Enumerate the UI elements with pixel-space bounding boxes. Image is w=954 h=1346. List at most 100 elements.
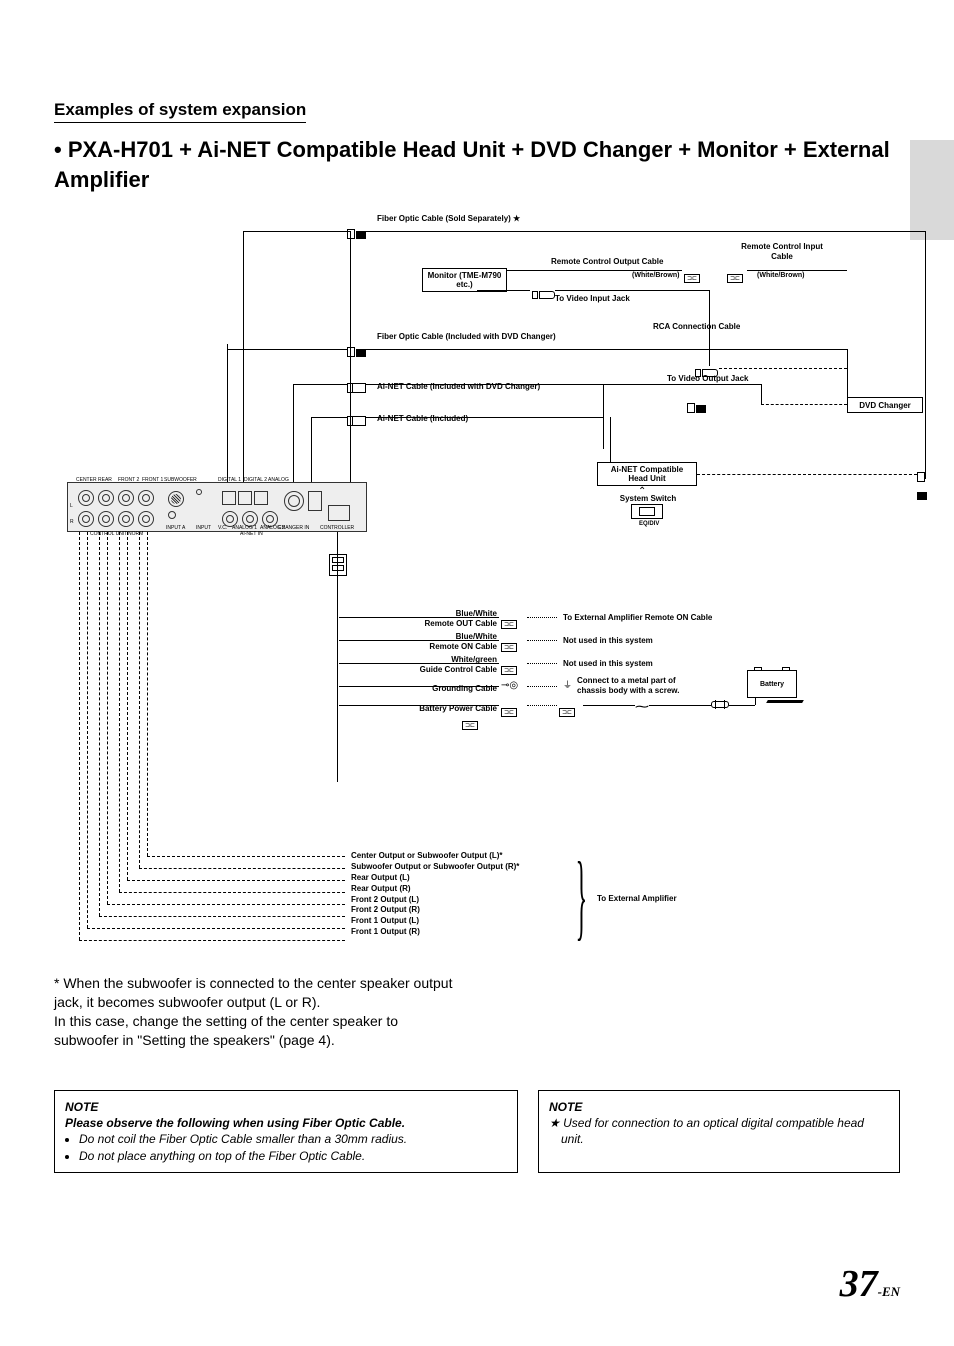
port-label: FRONT 2 (118, 477, 139, 483)
line (649, 705, 711, 706)
port-label: DIGITAL 2 (244, 477, 267, 483)
port-label: ANALOG (268, 477, 289, 483)
note-text: Used for connection to an optical digita… (561, 1116, 864, 1146)
note-header: NOTE (65, 1099, 507, 1115)
line (127, 880, 345, 881)
label-rem-out: Remote OUT Cable (395, 619, 497, 629)
connector-tag-icon: ⊐⊏ (559, 701, 575, 719)
connector-tag-icon: ⊐⊏ (501, 659, 517, 677)
ground-icon: ⏚ (563, 678, 572, 691)
line (139, 868, 345, 869)
label-wb-r: (White/Brown) (757, 272, 804, 280)
port-label: L (70, 503, 73, 509)
port-label: R (70, 519, 74, 525)
connector-tag-icon: ⊐⊏ (462, 714, 478, 732)
line (747, 270, 847, 271)
port-label: INPUT (196, 525, 211, 531)
section-title: Examples of system expansion (54, 100, 306, 123)
connector-ainet-icon (347, 412, 366, 430)
fuse-block-icon (329, 554, 347, 576)
label-guide: Guide Control Cable (395, 665, 497, 675)
line (87, 928, 345, 929)
connector-optical-icon (347, 344, 366, 362)
note-box-star: NOTE ★ Used for connection to an optical… (538, 1090, 900, 1173)
footnote-2: In this case, change the setting of the … (54, 1013, 398, 1048)
connector-tag-icon: ⊐⊏ (727, 267, 743, 285)
label-nu2: Not used in this system (563, 659, 653, 669)
label-nu1: Not used in this system (563, 636, 653, 646)
device-pxa-h701: CENTER REAR FRONT 2 FRONT 1 SUBWOOFER DI… (67, 482, 367, 532)
line (365, 231, 925, 232)
line (365, 417, 603, 418)
line (147, 532, 148, 856)
port-label: CENTER (76, 477, 97, 483)
line (79, 532, 80, 940)
line (147, 856, 345, 857)
connector-tag-icon: ⊐⊏ (501, 701, 517, 719)
line (293, 384, 294, 482)
line (107, 532, 108, 904)
label-ext-rem: To External Amplifier Remote ON Cable (563, 613, 712, 623)
notes-row: NOTE Please observe the following when u… (54, 1090, 900, 1173)
line (127, 532, 128, 880)
label-remote-in: Remote Control Input Cable (737, 242, 827, 261)
line (610, 417, 611, 462)
label-rca: RCA Connection Cable (653, 322, 740, 332)
box-head-unit: Ai-NET Compatible Head Unit (597, 462, 697, 486)
line (293, 384, 347, 385)
line (729, 705, 755, 706)
port-label: REAR (98, 477, 112, 483)
port-label: AI-NET IN (240, 531, 263, 537)
switch-icon (631, 504, 663, 519)
line (99, 916, 345, 917)
line (243, 231, 350, 232)
side-tab (910, 140, 954, 240)
line (139, 532, 140, 868)
line (119, 532, 120, 892)
line (79, 940, 345, 941)
line (761, 404, 847, 405)
page-num-big: 37 (840, 1263, 878, 1305)
line (527, 617, 557, 618)
box-dvd: DVD Changer (847, 397, 923, 413)
label-fiber-incl: Fiber Optic Cable (Included with DVD Cha… (377, 332, 556, 342)
connector-optical-icon (917, 469, 927, 505)
brace-icon: } (576, 858, 588, 935)
line (709, 290, 710, 366)
line (311, 417, 347, 418)
label-chassis: Connect to a metal part of chassis body … (577, 676, 707, 695)
line (119, 892, 345, 893)
line (555, 290, 709, 291)
line (339, 640, 499, 641)
connector-tag-icon: ⊐⊏ (501, 636, 517, 654)
fuse-icon (711, 701, 729, 708)
output-labels: Center Output or Subwoofer Output (L)* S… (351, 851, 519, 937)
line (339, 705, 499, 706)
ground-hatch (766, 700, 804, 703)
connector-ainet-icon (347, 379, 366, 397)
label-rem-on: Remote ON Cable (395, 642, 497, 652)
connector-ring-icon: ⊸◎ (501, 680, 518, 691)
out-5: Front 2 Output (R) (351, 905, 519, 916)
port-label: CONTROLLER (320, 525, 354, 531)
line (339, 686, 499, 687)
out-3: Rear Output (R) (351, 884, 519, 895)
line (365, 349, 847, 350)
label-fiber-sold: Fiber Optic Cable (Sold Separately) ★ (377, 214, 520, 224)
out-4: Front 2 Output (L) (351, 895, 519, 906)
line (527, 640, 557, 641)
connector-optical-icon (687, 400, 706, 418)
line (311, 417, 312, 482)
port-label: CONTROL UNIT (90, 531, 127, 537)
star-icon: ★ (549, 1116, 560, 1130)
line (761, 384, 762, 404)
line (107, 904, 345, 905)
break-icon: ⁓ (635, 698, 649, 715)
line (925, 231, 926, 479)
line (477, 270, 682, 271)
note-item: Do not place anything on top of the Fibe… (79, 1148, 507, 1164)
label-video-in: To Video Input Jack (555, 294, 630, 304)
note-sub: Please observe the following when using … (65, 1115, 507, 1131)
line (227, 344, 228, 482)
note-box-fiber: NOTE Please observe the following when u… (54, 1090, 518, 1173)
